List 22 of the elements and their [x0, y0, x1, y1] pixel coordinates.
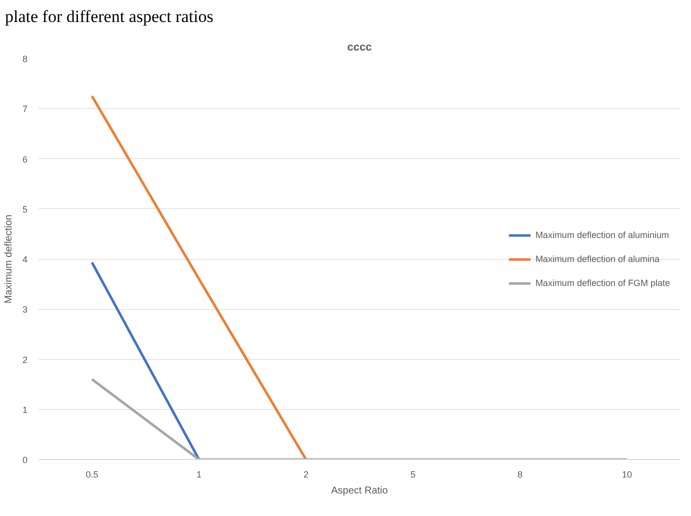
- y-axis-title: Maximum deflection: [3, 214, 14, 304]
- x-tick-label: 0.5: [86, 470, 98, 480]
- y-tick-label: 7: [22, 104, 28, 114]
- y-tick-label: 0: [22, 455, 28, 466]
- x-tick-label: 5: [410, 470, 416, 480]
- x-tick-label: 2: [303, 470, 309, 480]
- chart-title: cccc: [347, 42, 372, 54]
- legend-label: Maximum deflection of FGM plate: [535, 278, 670, 288]
- y-tick-label: 5: [22, 204, 28, 215]
- y-tick-label: 2: [22, 355, 28, 366]
- legend-label: Maximum deflection of alumina: [535, 254, 660, 264]
- y-tick-label: 8: [22, 54, 28, 64]
- y-tick-label: 4: [22, 254, 28, 265]
- x-tick-label: 8: [517, 470, 523, 480]
- y-tick-label: 1: [22, 405, 28, 416]
- legend-label: Maximum deflection of aluminium: [535, 230, 669, 240]
- x-tick-label: 10: [622, 470, 632, 480]
- x-tick-label: 1: [196, 470, 202, 480]
- text: plate for different aspect ratios: [5, 6, 214, 28]
- y-tick-label: 3: [22, 304, 28, 315]
- y-tick-label: 6: [22, 154, 28, 165]
- x-axis-title: Aspect Ratio: [331, 486, 388, 497]
